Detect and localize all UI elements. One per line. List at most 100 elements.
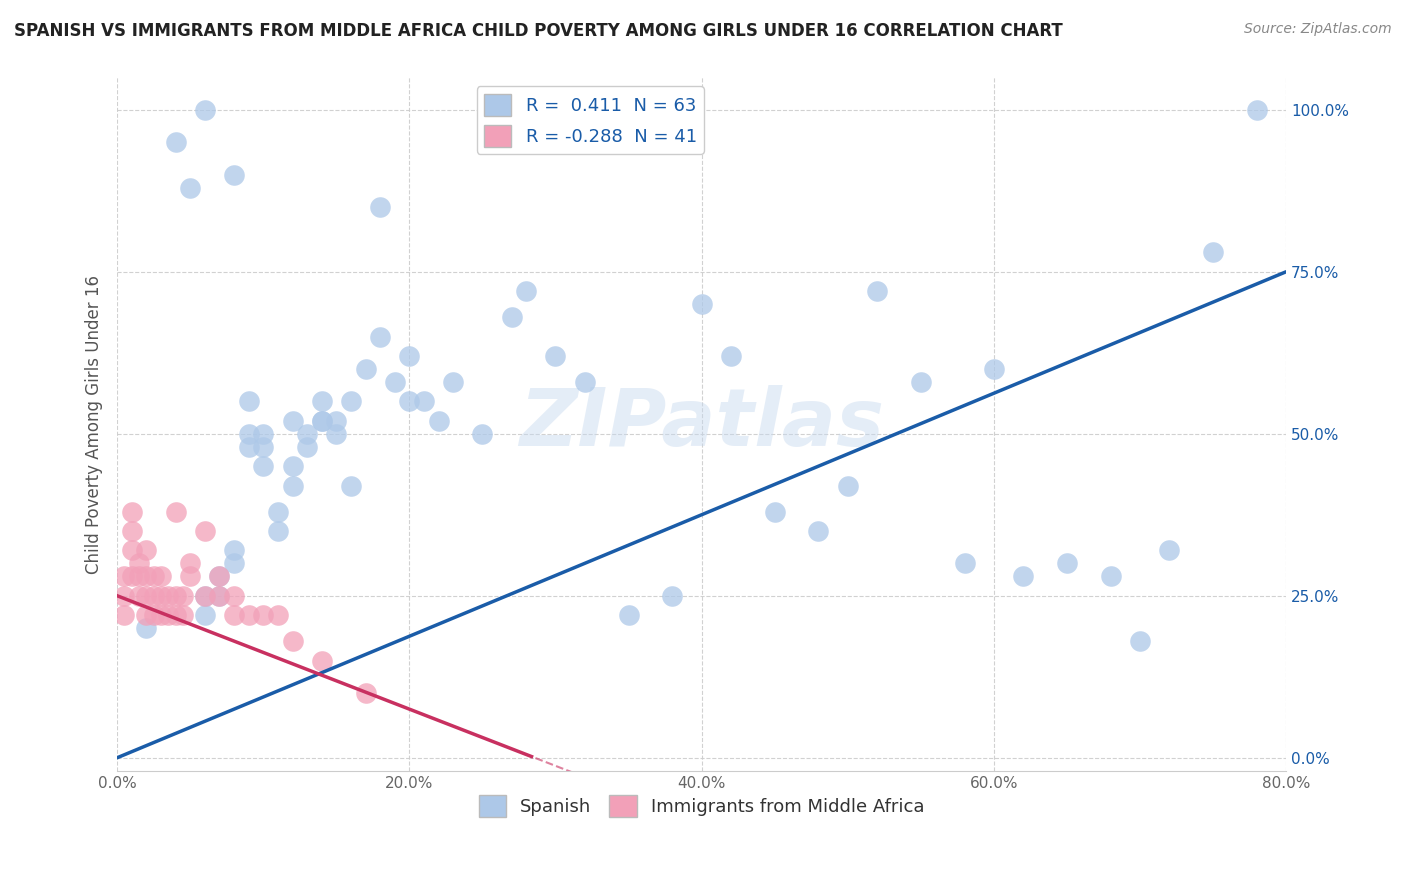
Point (1099, 569, 1122, 583)
Point (252, 608, 274, 623)
Point (1012, 569, 1035, 583)
Text: ZIPatlas: ZIPatlas (519, 385, 884, 463)
Point (953, 557, 976, 571)
Point (194, 589, 217, 603)
Point (238, 426, 260, 441)
Point (179, 569, 201, 583)
Point (1202, 245, 1225, 260)
Point (135, 621, 157, 635)
Point (267, 504, 290, 518)
Point (441, 375, 464, 389)
Point (325, 414, 347, 428)
Point (617, 608, 640, 623)
Point (238, 440, 260, 454)
Point (311, 414, 333, 428)
Point (222, 589, 245, 603)
Point (1246, 103, 1268, 117)
Point (135, 569, 157, 583)
Point (427, 414, 450, 428)
Point (720, 349, 742, 363)
Point (150, 569, 173, 583)
Point (157, 589, 180, 603)
Point (128, 557, 150, 571)
Point (354, 686, 377, 700)
Point (121, 504, 143, 518)
Point (172, 608, 194, 623)
Point (690, 297, 713, 311)
Point (114, 569, 136, 583)
Point (311, 394, 333, 409)
Point (295, 440, 318, 454)
Text: SPANISH VS IMMIGRANTS FROM MIDDLE AFRICA CHILD POVERTY AMONG GIRLS UNDER 16 CORR: SPANISH VS IMMIGRANTS FROM MIDDLE AFRICA… (14, 22, 1063, 40)
Point (295, 426, 318, 441)
Point (252, 426, 274, 441)
Point (281, 478, 304, 492)
Point (325, 426, 347, 441)
Point (398, 349, 420, 363)
Point (208, 589, 231, 603)
Legend: Spanish, Immigrants from Middle Africa: Spanish, Immigrants from Middle Africa (471, 788, 932, 824)
Point (252, 440, 274, 454)
Point (194, 103, 217, 117)
Point (194, 608, 217, 623)
Point (150, 589, 173, 603)
Point (172, 589, 194, 603)
Point (114, 589, 136, 603)
Point (135, 589, 157, 603)
Point (368, 329, 391, 343)
Point (208, 569, 231, 583)
Point (142, 589, 165, 603)
Point (384, 375, 406, 389)
Point (222, 168, 245, 182)
Point (252, 459, 274, 474)
Point (208, 589, 231, 603)
Point (413, 394, 436, 409)
Point (165, 608, 187, 623)
Point (135, 608, 157, 623)
Point (340, 478, 363, 492)
Point (208, 569, 231, 583)
Point (340, 394, 363, 409)
Point (128, 589, 150, 603)
Point (281, 459, 304, 474)
Point (910, 375, 932, 389)
Point (194, 524, 217, 538)
Point (121, 524, 143, 538)
Point (238, 608, 260, 623)
Point (1056, 557, 1078, 571)
Point (165, 504, 187, 518)
Point (574, 375, 596, 389)
Point (983, 362, 1005, 376)
Point (194, 589, 217, 603)
Point (165, 589, 187, 603)
Point (311, 654, 333, 668)
Point (157, 608, 180, 623)
Point (267, 524, 290, 538)
Point (121, 569, 143, 583)
Point (763, 504, 786, 518)
Point (121, 543, 143, 558)
Point (150, 608, 173, 623)
Y-axis label: Child Poverty Among Girls Under 16: Child Poverty Among Girls Under 16 (86, 275, 103, 574)
Point (165, 135, 187, 149)
Point (544, 349, 567, 363)
Point (866, 285, 889, 299)
Point (267, 608, 290, 623)
Point (807, 524, 830, 538)
Point (179, 180, 201, 194)
Point (222, 608, 245, 623)
Point (1157, 543, 1180, 558)
Point (114, 608, 136, 623)
Point (515, 285, 537, 299)
Point (142, 608, 165, 623)
Point (471, 426, 494, 441)
Point (311, 414, 333, 428)
Point (222, 557, 245, 571)
Point (501, 310, 523, 325)
Point (1129, 634, 1152, 648)
Point (837, 478, 859, 492)
Point (661, 589, 683, 603)
Point (281, 414, 304, 428)
Point (142, 569, 165, 583)
Point (281, 634, 304, 648)
